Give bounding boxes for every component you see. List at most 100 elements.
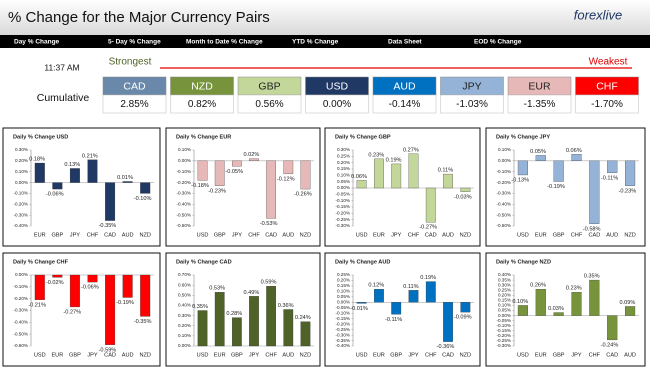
y-tick-label: 0.00% bbox=[498, 313, 511, 318]
bar bbox=[69, 168, 80, 183]
y-tick-label: -0.10% bbox=[335, 310, 350, 315]
x-tick-label: NZD bbox=[300, 232, 312, 238]
x-tick-label: GBP bbox=[69, 352, 81, 358]
y-tick-label: 0.40% bbox=[498, 272, 511, 277]
value-label: 0.13% bbox=[64, 162, 80, 168]
weakest-label: Weakest bbox=[589, 57, 628, 68]
bar bbox=[266, 160, 277, 219]
bar bbox=[52, 182, 63, 190]
x-tick-label: AUD bbox=[282, 232, 294, 238]
value-label: -0.11% bbox=[385, 317, 402, 323]
y-tick-label: -0.50% bbox=[496, 212, 511, 217]
value-cell bbox=[507, 94, 572, 114]
value-label: -0.12% bbox=[277, 176, 295, 182]
y-tick-label: -0.20% bbox=[13, 202, 28, 207]
y-tick-label: -0.40% bbox=[13, 320, 28, 325]
bar bbox=[443, 173, 453, 189]
bar bbox=[197, 310, 208, 347]
value-label: 0.35% bbox=[584, 274, 600, 280]
currency-name: NZD bbox=[191, 80, 213, 92]
value-label: -0.19% bbox=[116, 300, 134, 306]
currency-value: 2.85% bbox=[120, 99, 148, 110]
value-label: 0.28% bbox=[226, 311, 242, 317]
bar bbox=[460, 302, 471, 313]
y-tick-label: 0.20% bbox=[498, 293, 511, 298]
y-tick-label: 0.20% bbox=[337, 278, 350, 283]
y-tick-label: 0.05% bbox=[337, 179, 350, 184]
bar bbox=[607, 315, 618, 341]
x-tick-label: USD bbox=[356, 232, 368, 238]
y-tick-label: 0.00% bbox=[337, 300, 350, 305]
bar bbox=[425, 187, 436, 223]
value-label: 0.24% bbox=[295, 315, 311, 321]
tab[interactable]: YTD % Change bbox=[292, 39, 339, 46]
y-tick-label: -0.10% bbox=[13, 191, 28, 196]
value-label: 0.53% bbox=[209, 286, 225, 292]
y-tick-label: -0.10% bbox=[496, 169, 511, 174]
y-tick-label: -0.35% bbox=[335, 338, 350, 343]
value-label: -0.02% bbox=[46, 280, 64, 286]
x-tick-label: EUR bbox=[373, 232, 385, 238]
currency-value: -1.35% bbox=[524, 99, 556, 110]
x-tick-label: USD bbox=[517, 232, 529, 238]
tab[interactable]: Month to Date % Change bbox=[186, 39, 263, 46]
y-tick-label: 0.00% bbox=[15, 272, 28, 277]
value-label: -0.06% bbox=[81, 285, 99, 291]
chart-title: Daily % Change CAD bbox=[176, 259, 232, 265]
currency-value: -1.03% bbox=[456, 99, 488, 110]
x-tick-label: CAD bbox=[588, 232, 600, 238]
value-label: 0.21% bbox=[82, 153, 98, 159]
bar bbox=[425, 281, 436, 303]
y-tick-label: 0.15% bbox=[337, 166, 350, 171]
x-tick-label: CHF bbox=[425, 352, 437, 358]
y-tick-label: -0.40% bbox=[176, 202, 191, 207]
x-tick-label: EUR bbox=[535, 352, 547, 358]
x-tick-label: AUD bbox=[442, 232, 454, 238]
y-tick-label: -0.40% bbox=[13, 223, 28, 228]
x-tick-label: CHF bbox=[248, 232, 260, 238]
value-label: 0.59% bbox=[261, 280, 277, 286]
y-tick-label: -0.20% bbox=[13, 296, 28, 301]
x-tick-label: AUD bbox=[606, 232, 618, 238]
y-tick-label: -0.05% bbox=[335, 305, 350, 310]
strongest-label: Strongest bbox=[109, 57, 152, 68]
tab[interactable]: EOD % Change bbox=[474, 39, 522, 46]
value-label: 0.03% bbox=[548, 306, 564, 312]
x-tick-label: USD bbox=[356, 352, 368, 358]
currency-value: 0.56% bbox=[255, 99, 283, 110]
value-label: 0.06% bbox=[566, 148, 582, 154]
x-tick-label: NZD bbox=[460, 232, 472, 238]
bar bbox=[553, 160, 564, 182]
y-tick-label: -0.60% bbox=[176, 223, 191, 228]
currency-value: -0.14% bbox=[389, 99, 421, 110]
bar bbox=[140, 182, 151, 194]
bar bbox=[589, 160, 600, 224]
value-label: 0.35% bbox=[192, 304, 208, 310]
y-tick-label: 0.25% bbox=[498, 287, 511, 292]
chart-title: Daily % Change JPY bbox=[496, 134, 550, 140]
x-tick-label: EUR bbox=[373, 352, 385, 358]
currency-value: 0.00% bbox=[323, 99, 351, 110]
value-label: -0.09% bbox=[454, 315, 472, 321]
y-tick-label: -0.10% bbox=[13, 284, 28, 289]
value-label: 0.12% bbox=[368, 283, 384, 289]
value-label: -0.23% bbox=[619, 188, 637, 194]
value-label: -0.21% bbox=[28, 302, 46, 308]
bar bbox=[391, 302, 402, 315]
bar bbox=[356, 302, 367, 304]
tab[interactable]: Data Sheet bbox=[388, 39, 422, 46]
tab[interactable]: 5- Day % Change bbox=[108, 39, 161, 46]
value-label: -0.27% bbox=[63, 309, 81, 315]
y-tick-label: -0.20% bbox=[176, 180, 191, 185]
chart-frame bbox=[2, 252, 161, 367]
value-label: -0.36% bbox=[437, 344, 455, 350]
bar bbox=[105, 182, 116, 221]
x-tick-label: CAD bbox=[425, 232, 437, 238]
bar bbox=[249, 158, 259, 162]
y-tick-label: 0.05% bbox=[498, 308, 511, 313]
chart-title: Daily % Change CHF bbox=[13, 259, 69, 265]
y-tick-label: -0.60% bbox=[13, 343, 28, 348]
y-tick-label: 0.50% bbox=[178, 293, 191, 298]
tab[interactable]: Day % Change bbox=[14, 39, 60, 46]
chart-frame bbox=[324, 127, 481, 247]
